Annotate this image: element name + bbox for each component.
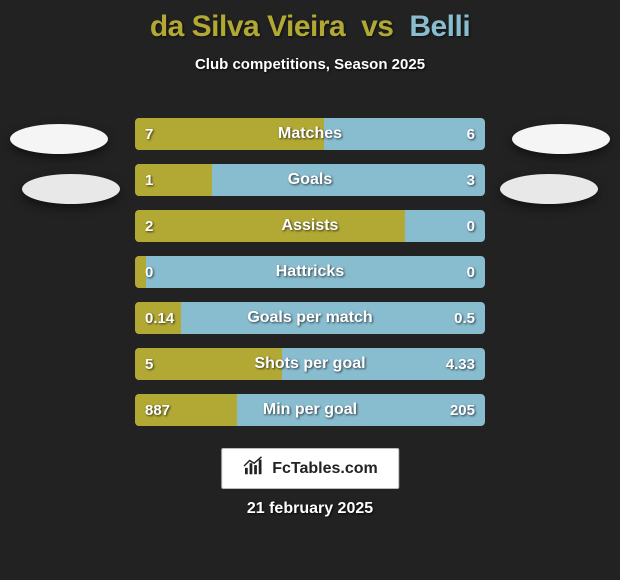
- stat-row: 887205Min per goal: [135, 394, 485, 426]
- brand-text: FcTables.com: [272, 460, 378, 478]
- stat-label: Goals: [135, 164, 485, 196]
- stat-row: 76Matches: [135, 118, 485, 150]
- chart-icon: [242, 455, 264, 482]
- badge-left-2: [22, 174, 120, 204]
- stat-row: 20Assists: [135, 210, 485, 242]
- date-text: 21 february 2025: [0, 500, 620, 518]
- subtitle: Club competitions, Season 2025: [0, 56, 620, 73]
- page-title: da Silva Vieira vs Belli: [0, 0, 620, 44]
- stat-label: Min per goal: [135, 394, 485, 426]
- stat-label: Goals per match: [135, 302, 485, 334]
- brand-box: FcTables.com: [221, 448, 399, 489]
- stat-row: 00Hattricks: [135, 256, 485, 288]
- badge-left-1: [10, 124, 108, 154]
- stat-row: 13Goals: [135, 164, 485, 196]
- badge-right-1: [512, 124, 610, 154]
- stat-label: Hattricks: [135, 256, 485, 288]
- player2-name: Belli: [409, 10, 470, 43]
- stat-label: Matches: [135, 118, 485, 150]
- badge-right-2: [500, 174, 598, 204]
- stat-row: 54.33Shots per goal: [135, 348, 485, 380]
- stat-label: Assists: [135, 210, 485, 242]
- comparison-bars: 76Matches 13Goals 20Assists 00Hattricks 0.14…: [135, 118, 485, 440]
- stat-label: Shots per goal: [135, 348, 485, 380]
- stat-row: 0.140.5Goals per match: [135, 302, 485, 334]
- player1-name: da Silva Vieira: [150, 10, 345, 43]
- vs-text: vs: [361, 10, 393, 43]
